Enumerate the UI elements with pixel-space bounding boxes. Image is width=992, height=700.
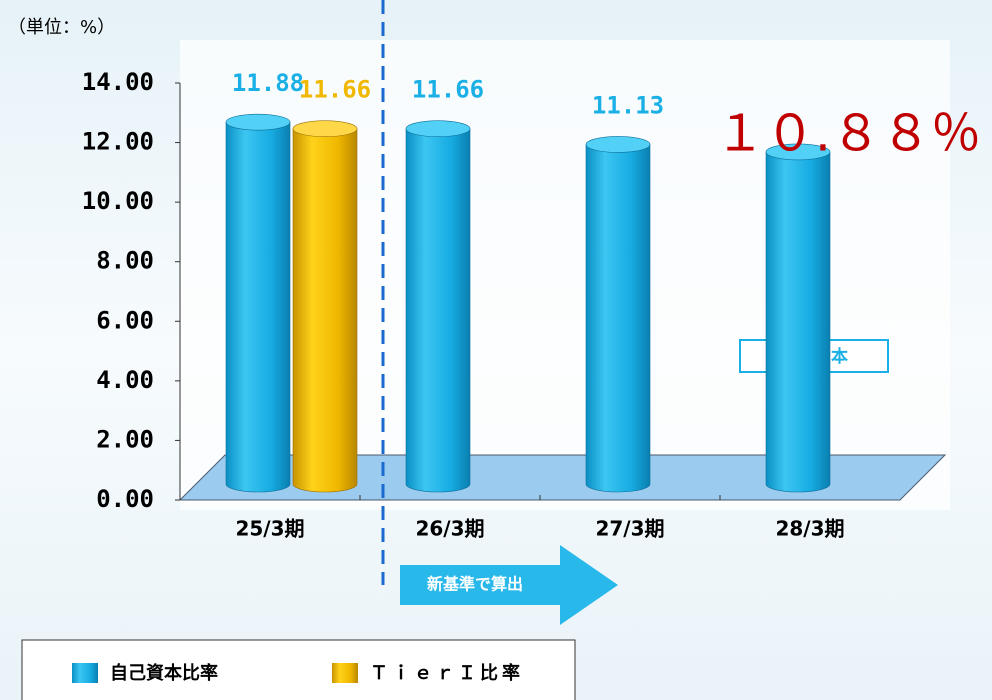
y-tick-label: 2.00	[96, 425, 154, 453]
y-tick-label: 10.00	[82, 187, 154, 215]
bar	[765, 151, 831, 493]
legend	[21, 639, 576, 700]
data-label: 11.66	[299, 76, 371, 104]
bar-top	[405, 120, 471, 137]
legend-label: 自己資本比率	[110, 662, 218, 684]
y-tick-label: 0.00	[96, 485, 154, 513]
y-tick-label: 14.00	[82, 68, 154, 96]
bar	[405, 128, 471, 493]
bar-top	[765, 143, 831, 161]
bar-top	[225, 113, 291, 131]
x-tick-label: 26/3期	[415, 517, 484, 541]
x-tick-label: 25/3期	[235, 517, 304, 541]
y-tick-label: 4.00	[96, 366, 154, 394]
data-label: 11.13	[592, 91, 664, 119]
data-label: １０.８８％	[715, 104, 981, 162]
data-label: 11.88	[232, 69, 304, 97]
y-tick-label: 12.00	[82, 128, 154, 156]
x-tick-label: 27/3期	[595, 517, 664, 541]
y-tick-label: 8.00	[96, 247, 154, 275]
bar-top	[292, 120, 358, 137]
legend-label: ＴｉｅｒＩ比率	[370, 662, 524, 684]
legend-swatch	[72, 663, 98, 683]
arrow-label: 新基準で算出	[427, 575, 523, 594]
x-tick-label: 28/3期	[775, 517, 844, 541]
y-tick-label: 6.00	[96, 306, 154, 334]
bar	[225, 121, 291, 493]
floor	[178, 454, 947, 501]
data-label: 11.66	[412, 76, 484, 104]
legend-swatch	[332, 663, 358, 683]
bar-top	[585, 136, 651, 153]
bar	[292, 128, 358, 493]
bar	[585, 144, 651, 493]
arrow	[400, 545, 618, 625]
unit-label: （単位：%）	[8, 17, 115, 38]
